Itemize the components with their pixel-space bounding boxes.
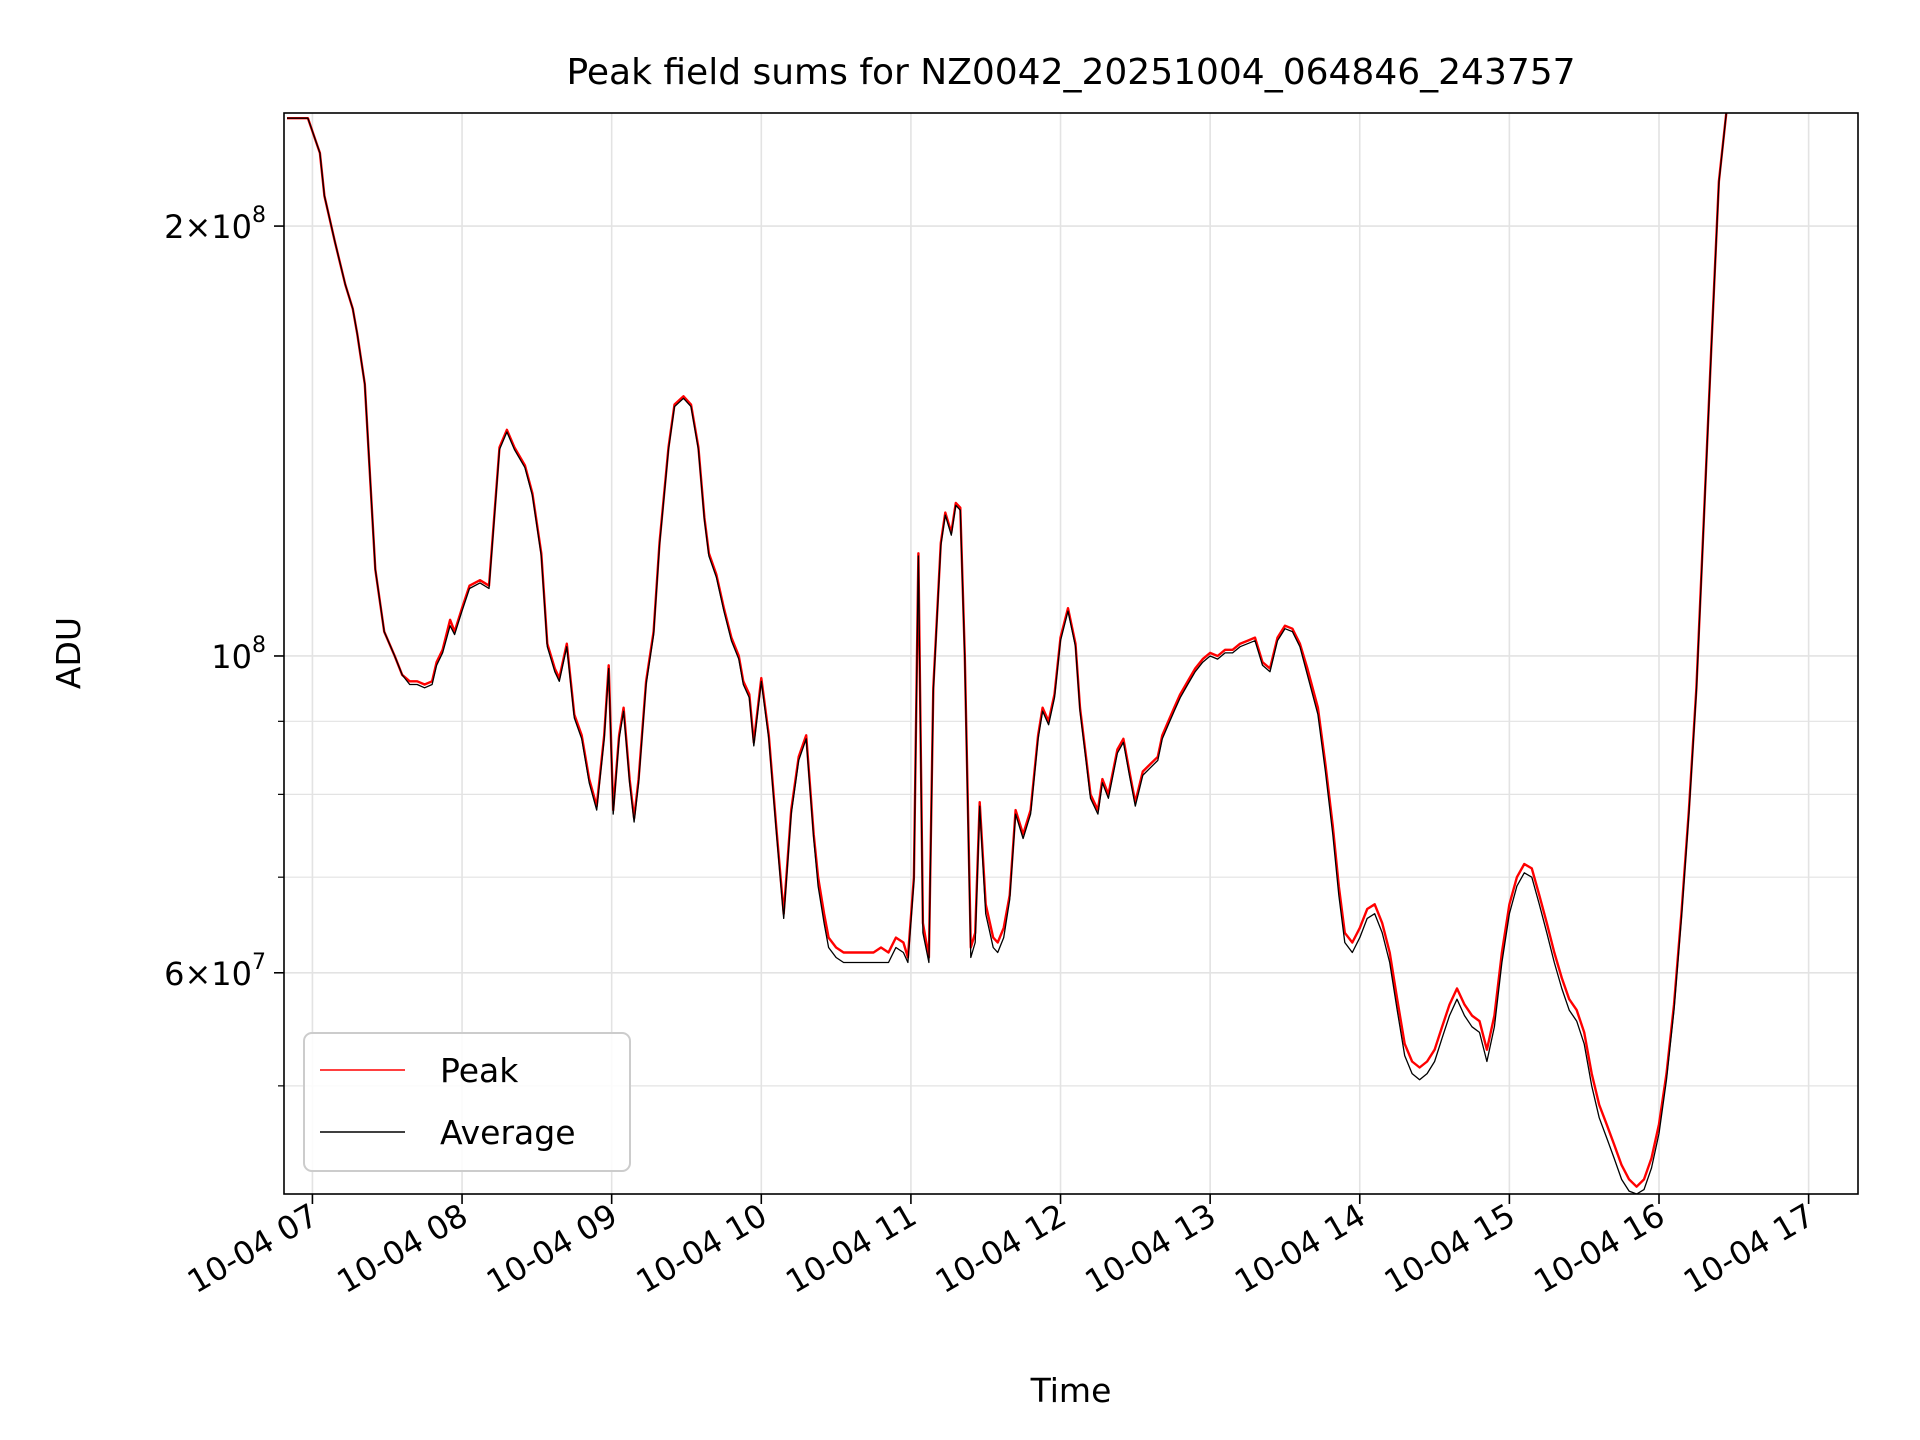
series-line-average (287, 113, 1727, 1194)
legend-label-average: Average (440, 1113, 576, 1152)
y-axis: 6×107 108 2×108 (164, 203, 284, 1087)
grid (284, 113, 1858, 1194)
series-group (287, 113, 1728, 1194)
y-axis-label: ADU (49, 617, 88, 689)
y-tick-label: 6×107 (164, 950, 266, 993)
legend-label-peak: Peak (440, 1051, 519, 1090)
x-axis-label: Time (1030, 1371, 1112, 1410)
y-tick-label: 108 (211, 633, 266, 676)
legend: Peak Average (303, 1032, 631, 1172)
y-tick-label: 2×108 (164, 203, 266, 246)
plot-frame (283, 112, 1859, 1195)
chart-title: Peak field sums for NZ0042_20251004_0648… (566, 52, 1575, 93)
legend-box (303, 1032, 631, 1172)
